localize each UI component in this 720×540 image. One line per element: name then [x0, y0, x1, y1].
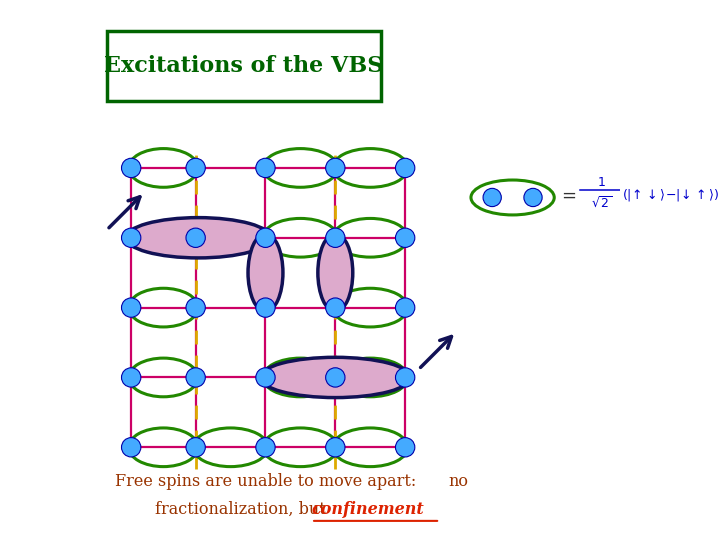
Circle shape	[395, 228, 415, 247]
Ellipse shape	[260, 357, 410, 397]
Text: =: =	[562, 187, 577, 205]
Circle shape	[186, 158, 205, 178]
Circle shape	[395, 368, 415, 387]
Circle shape	[186, 298, 205, 318]
Circle shape	[186, 228, 205, 247]
Circle shape	[122, 228, 141, 247]
Text: Excitations of the VBS: Excitations of the VBS	[104, 55, 384, 77]
Ellipse shape	[126, 218, 271, 258]
Text: $(|\!\uparrow\downarrow\rangle\!-\!|\!\downarrow\uparrow\rangle)$: $(|\!\uparrow\downarrow\rangle\!-\!|\!\d…	[622, 187, 720, 203]
Circle shape	[256, 437, 275, 457]
Circle shape	[186, 437, 205, 457]
Circle shape	[256, 158, 275, 178]
Circle shape	[325, 298, 345, 318]
Circle shape	[122, 437, 141, 457]
Circle shape	[524, 188, 542, 207]
Ellipse shape	[318, 234, 353, 312]
Circle shape	[325, 228, 345, 247]
Circle shape	[122, 368, 141, 387]
Text: Free spins are unable to move apart:: Free spins are unable to move apart:	[115, 472, 416, 490]
Circle shape	[395, 298, 415, 318]
Circle shape	[186, 368, 205, 387]
FancyBboxPatch shape	[107, 31, 381, 101]
Circle shape	[395, 437, 415, 457]
Circle shape	[325, 437, 345, 457]
Circle shape	[395, 158, 415, 178]
Circle shape	[256, 368, 275, 387]
Text: no: no	[448, 472, 468, 490]
Text: confinement: confinement	[311, 501, 424, 517]
Circle shape	[256, 298, 275, 318]
Circle shape	[256, 228, 275, 247]
Ellipse shape	[248, 234, 283, 312]
Circle shape	[483, 188, 501, 207]
Text: 1: 1	[598, 176, 606, 189]
Circle shape	[122, 158, 141, 178]
Circle shape	[325, 368, 345, 387]
Circle shape	[325, 158, 345, 178]
Circle shape	[122, 298, 141, 318]
Text: fractionalization, but: fractionalization, but	[156, 501, 331, 517]
Text: $\sqrt{2}$: $\sqrt{2}$	[590, 195, 612, 211]
